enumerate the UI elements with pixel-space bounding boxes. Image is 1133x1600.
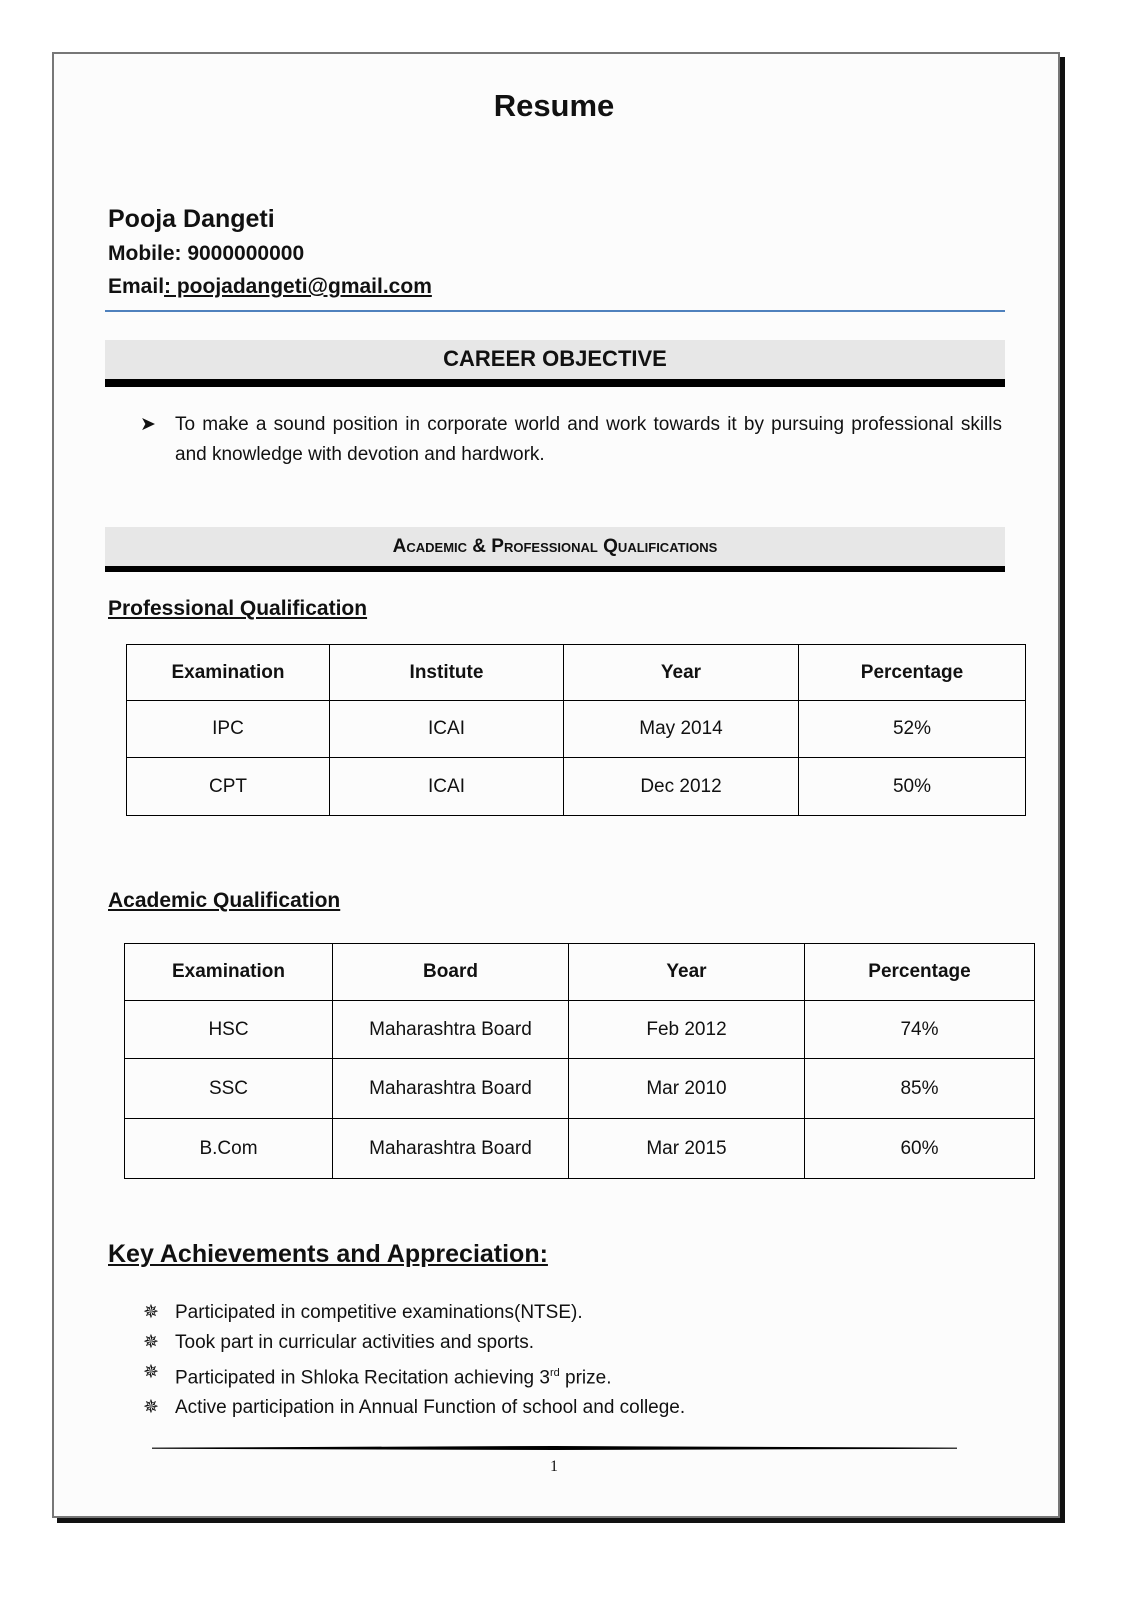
mobile: Mobile: 9000000000 <box>108 242 304 266</box>
header-cell: Percentage <box>798 644 1026 701</box>
star-bullet-icon: ✵ <box>143 1397 159 1419</box>
cell: Maharashtra Board <box>332 1058 569 1119</box>
qualifications-heading: Academic & Professional Qualifications <box>105 527 1005 572</box>
mobile-label: Mobile: <box>108 242 188 265</box>
item-text: Participated in Shloka Recitation achiev… <box>175 1367 550 1389</box>
cell: 85% <box>804 1058 1035 1119</box>
list-item: ✵ Took part in curricular activities and … <box>143 1328 685 1358</box>
cell: IPC <box>126 700 330 758</box>
page-number: 1 <box>550 1458 558 1475</box>
header-cell: Year <box>563 644 799 701</box>
achievements-heading: Key Achievements and Appreciation: <box>108 1240 548 1268</box>
cell: Dec 2012 <box>563 757 799 816</box>
cell: B.Com <box>124 1118 333 1179</box>
email: Email: poojadangeti@gmail.com <box>108 275 432 299</box>
star-bullet-icon: ✵ <box>143 1362 159 1383</box>
cell: SSC <box>124 1058 333 1119</box>
table-row: IPC ICAI May 2014 52% <box>126 700 1026 758</box>
item-text: Took part in curricular activities and s… <box>175 1332 535 1353</box>
career-objective: ➤ To make a sound position in corporate … <box>140 410 1002 470</box>
page-title: Resume <box>493 88 615 123</box>
academic-qualification-title: Academic Qualification <box>108 889 341 912</box>
header-cell: Board <box>332 943 569 1001</box>
arrow-bullet-icon: ➤ <box>140 414 156 435</box>
candidate-name: Pooja Dangeti <box>108 205 275 233</box>
cell: 74% <box>804 1000 1035 1059</box>
email-label: Email <box>108 275 165 298</box>
header-cell: Year <box>568 943 805 1001</box>
cell: HSC <box>124 1000 333 1059</box>
item-text: Active participation in Annual Function … <box>175 1397 686 1419</box>
cell: 52% <box>798 700 1026 758</box>
professional-qualification-title: Professional Qualification <box>108 597 368 620</box>
cell: 60% <box>804 1118 1035 1179</box>
ordinal-suffix: rd <box>549 1367 560 1379</box>
table-row: B.Com Maharashtra Board Mar 2015 60% <box>124 1118 1035 1179</box>
table-row: SSC Maharashtra Board Mar 2010 85% <box>124 1058 1035 1119</box>
item-text-tail: prize. <box>559 1367 612 1389</box>
header-cell: Examination <box>126 644 330 701</box>
professional-table: Examination Institute Year Percentage IP… <box>126 644 1026 816</box>
header-cell: Examination <box>124 943 333 1001</box>
academic-table: Examination Board Year Percentage HSC Ma… <box>124 943 1035 1179</box>
cell: ICAI <box>329 757 564 816</box>
cell: CPT <box>126 757 330 816</box>
cell: Feb 2012 <box>568 1000 805 1059</box>
achievements-list: ✵ Participated in competitive examination… <box>143 1298 685 1423</box>
cell: Mar 2010 <box>568 1058 805 1119</box>
star-bullet-icon: ✵ <box>143 1332 159 1353</box>
cell: May 2014 <box>563 700 799 758</box>
item-text: Participated in competitive examinations… <box>175 1302 583 1323</box>
footer-divider <box>152 1446 957 1450</box>
cell: 50% <box>798 757 1026 816</box>
table-row: CPT ICAI Dec 2012 50% <box>126 757 1026 816</box>
list-item: ✵ Active participation in Annual Function… <box>143 1393 685 1423</box>
table-header-row: Examination Institute Year Percentage <box>126 644 1026 701</box>
star-bullet-icon: ✵ <box>143 1302 159 1323</box>
email-link[interactable]: : poojadangeti@gmail.com <box>164 275 432 298</box>
career-objective-heading: CAREER OBJECTIVE <box>105 340 1005 387</box>
cell: Maharashtra Board <box>332 1000 569 1059</box>
mobile-value: 9000000000 <box>187 242 305 265</box>
cell: ICAI <box>329 700 564 758</box>
table-row: HSC Maharashtra Board Feb 2012 74% <box>124 1000 1035 1059</box>
objective-text: To make a sound position in corporate wo… <box>175 414 1002 465</box>
table-header-row: Examination Board Year Percentage <box>124 943 1035 1001</box>
cell: Maharashtra Board <box>332 1118 569 1179</box>
cell: Mar 2015 <box>568 1118 805 1179</box>
list-item: ✵ Participated in Shloka Recitation achie… <box>143 1358 685 1393</box>
list-item: ✵ Participated in competitive examination… <box>143 1298 685 1328</box>
header-cell: Institute <box>329 644 564 701</box>
divider <box>105 310 1005 312</box>
header-cell: Percentage <box>804 943 1035 1001</box>
